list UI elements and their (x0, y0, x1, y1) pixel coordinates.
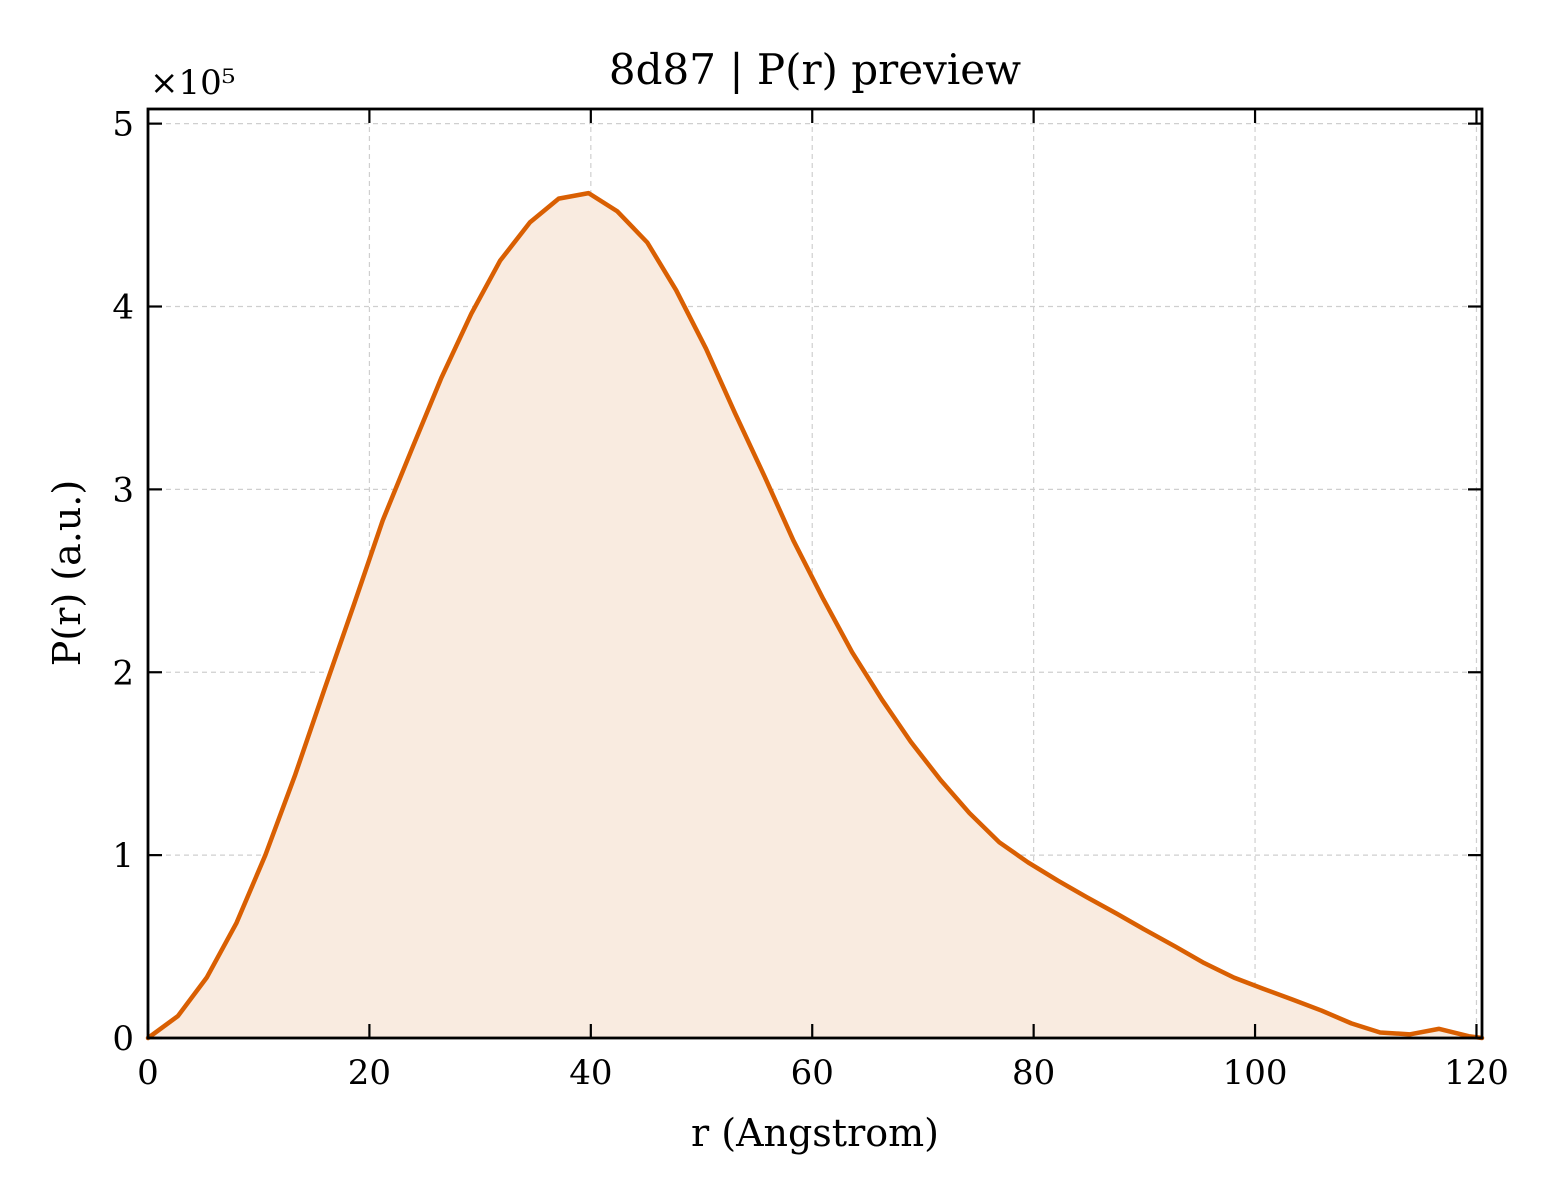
x-tick-label: 120 (1444, 1053, 1509, 1093)
x-tick-label: 0 (137, 1053, 159, 1093)
y-axis-title: P(r) (a.u.) (45, 480, 89, 666)
area-fill (148, 193, 1482, 1038)
x-axis-title: r (Angstrom) (691, 1111, 939, 1155)
chart-title: 8d87 | P(r) preview (609, 45, 1021, 94)
y-tick-label: 5 (112, 105, 134, 145)
y-tick-label: 1 (112, 836, 134, 876)
y-tick-label: 3 (112, 470, 134, 510)
y-multiplier-label: ×10⁵ (150, 63, 235, 103)
x-tick-label: 60 (791, 1053, 834, 1093)
x-tick-label: 80 (1012, 1053, 1055, 1093)
plot-frame (146, 107, 1484, 1040)
x-tick-label: 40 (569, 1053, 612, 1093)
x-tick-label: 20 (348, 1053, 391, 1093)
series-line (145, 190, 1485, 1041)
y-tick-label: 4 (112, 288, 134, 328)
x-tick-label: 100 (1223, 1053, 1288, 1093)
y-tick-label: 2 (112, 653, 134, 693)
ticks-layer: 0 20 40 60 80 100 120 0 1 2 3 4 5 (112, 105, 1509, 1093)
y-tick-label: 0 (112, 1019, 134, 1059)
